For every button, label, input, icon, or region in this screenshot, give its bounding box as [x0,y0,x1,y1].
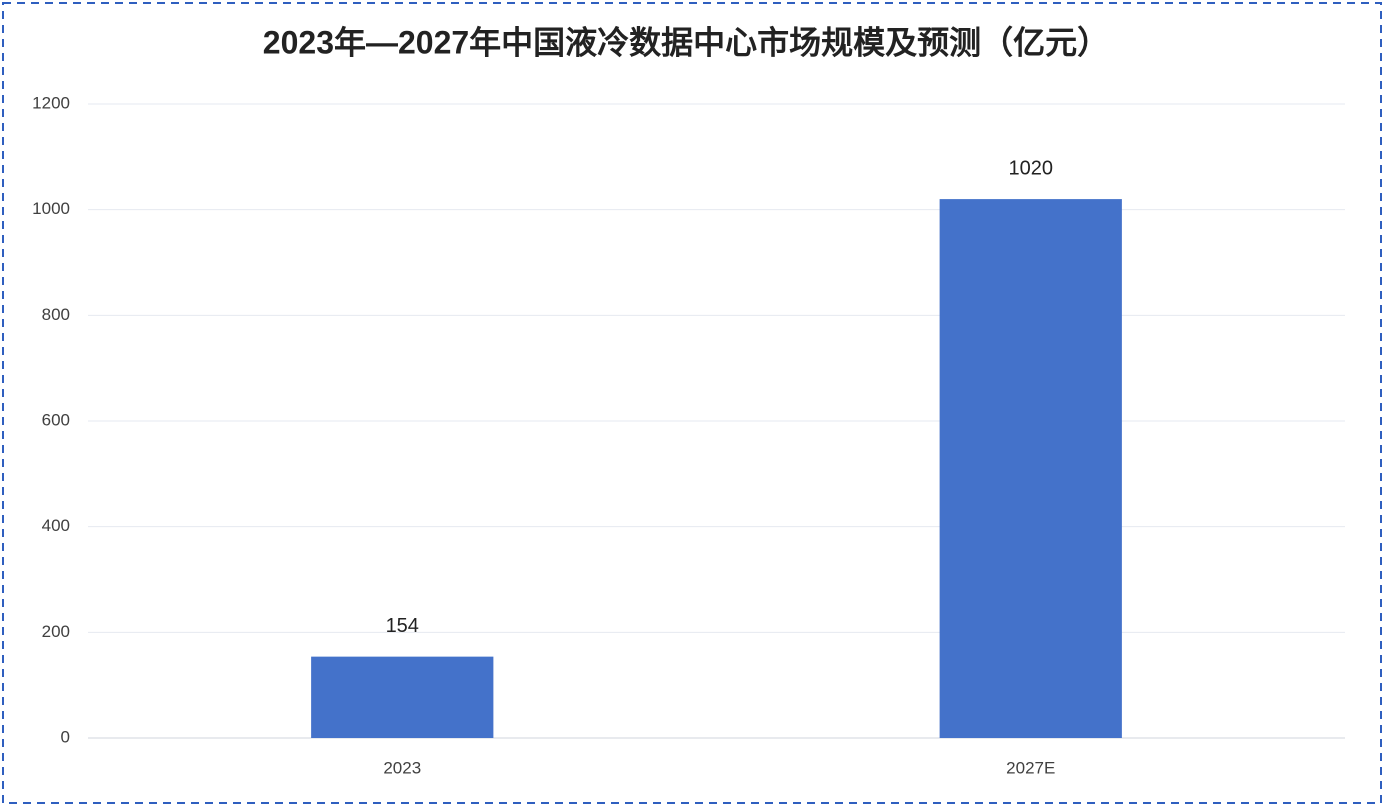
data-label: 1020 [1009,157,1054,179]
y-tick-label: 800 [42,305,70,324]
x-tick-label: 2027E [1006,758,1055,777]
y-tick-label: 1200 [32,93,70,112]
x-tick-label: 2023 [383,758,421,777]
y-tick-label: 0 [61,727,70,746]
y-tick-label: 400 [42,516,70,535]
data-label: 154 [386,615,419,637]
y-tick-label: 600 [42,410,70,429]
y-tick-label: 200 [42,622,70,641]
chart-title: 2023年—2027年中国液冷数据中心市场规模及预测（亿元） [263,24,1109,60]
bar [311,656,494,738]
y-tick-label: 1000 [32,199,70,218]
bar [939,199,1122,739]
